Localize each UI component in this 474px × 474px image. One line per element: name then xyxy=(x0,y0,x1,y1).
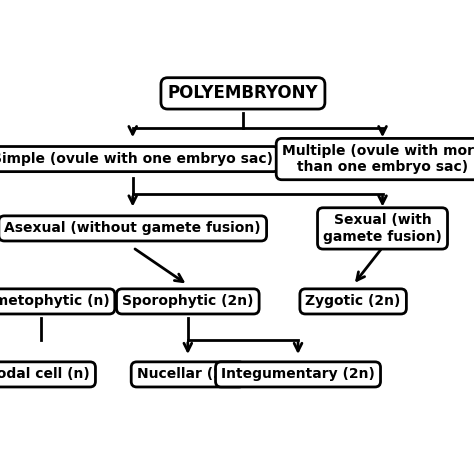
Text: Integumentary (2n): Integumentary (2n) xyxy=(221,367,375,382)
Text: Simple (ovule with one embryo sac): Simple (ovule with one embryo sac) xyxy=(0,152,273,166)
Text: Antipodal cell (n): Antipodal cell (n) xyxy=(0,367,90,382)
Text: Zygotic (2n): Zygotic (2n) xyxy=(305,294,401,309)
Text: Asexual (without gamete fusion): Asexual (without gamete fusion) xyxy=(4,221,261,236)
Text: Gametophytic (n): Gametophytic (n) xyxy=(0,294,109,309)
Text: Sporophytic (2n): Sporophytic (2n) xyxy=(122,294,254,309)
Text: Sexual (with
gamete fusion): Sexual (with gamete fusion) xyxy=(323,213,442,244)
Text: POLYEMBRYONY: POLYEMBRYONY xyxy=(168,84,318,102)
Text: Nucellar (2n): Nucellar (2n) xyxy=(137,367,239,382)
Text: Multiple (ovule with more
than one embryo sac): Multiple (ovule with more than one embry… xyxy=(282,144,474,174)
